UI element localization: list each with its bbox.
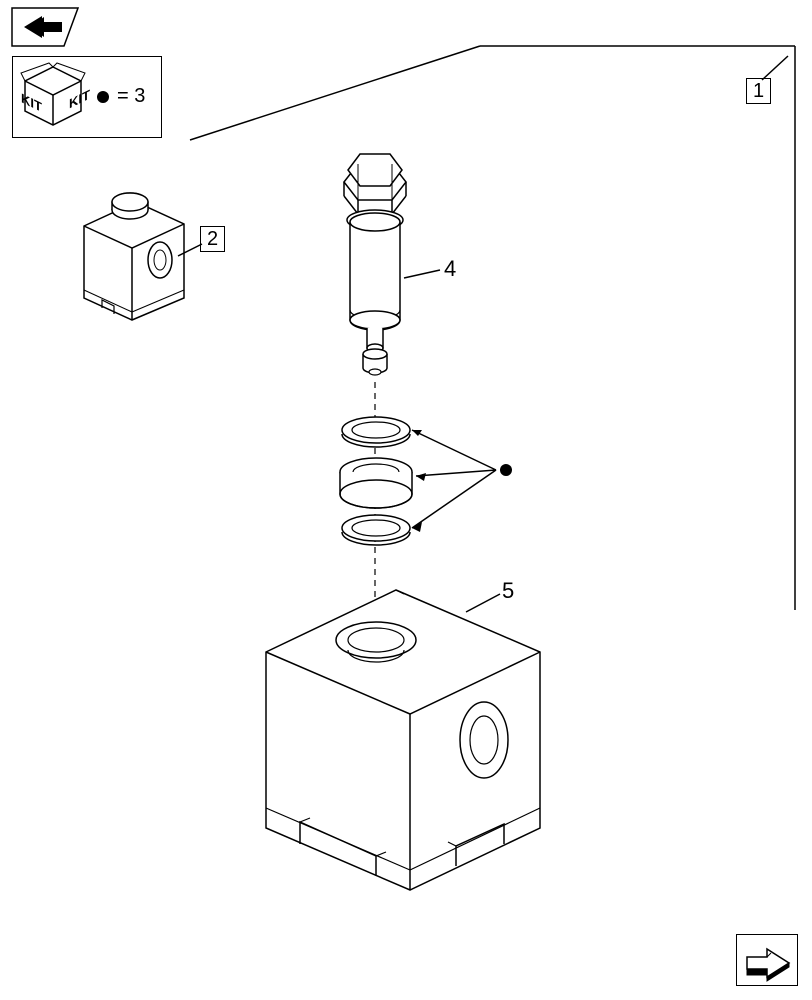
seal-ring-set <box>332 416 420 546</box>
callout-5-label: 5 <box>502 578 514 603</box>
ring-dot-icon <box>500 464 512 476</box>
forward-arrow-icon <box>737 935 799 987</box>
diagram-canvas: KIT KIT = 3 1 <box>0 0 812 1000</box>
callout-5: 5 <box>502 578 514 604</box>
ring-leaders <box>410 420 530 550</box>
forward-arrow-button[interactable] <box>736 934 798 986</box>
